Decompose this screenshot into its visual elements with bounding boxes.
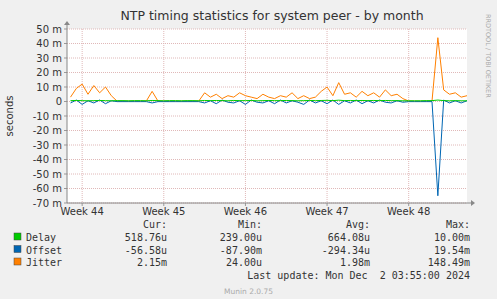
x-grid-line [327, 29, 328, 203]
y-grid-line [67, 58, 467, 59]
x-axis-arrow [471, 200, 475, 206]
legend-swatch [14, 246, 21, 253]
legend-stat: 10.00m [434, 232, 470, 243]
series-line [71, 100, 468, 102]
legend-stat: -87.90m [220, 245, 262, 256]
x-tick-label: Week 47 [305, 206, 348, 217]
legend-stat: 1.98m [340, 257, 370, 268]
y-tick-label: -50 m [33, 169, 62, 180]
y-tick-label: 40 m [36, 38, 62, 49]
legend-header: Avg: [346, 219, 370, 230]
x-tick-label: Week 45 [142, 206, 185, 217]
title: NTP timing statistics for system peer - … [120, 8, 423, 23]
watermark: RRDTOOL / TOBI OETIKER [484, 14, 492, 98]
legend-stat: 2.15m [137, 257, 167, 268]
legend-stat: 19.54m [434, 245, 470, 256]
y-grid-line [67, 174, 467, 175]
credits: Munin 2.0.75 [224, 287, 273, 296]
y-tick-label: 30 m [36, 53, 62, 64]
legend-stat: -294.34u [322, 245, 370, 256]
y-grid-line [67, 188, 467, 189]
x-grid-line [163, 29, 164, 203]
y-tick-label: -30 m [33, 140, 62, 151]
y-axis-label: seconds [4, 96, 15, 137]
x-grid-line [245, 29, 246, 203]
y-tick-label: -40 m [33, 154, 62, 165]
legend-stat: 664.08u [328, 232, 370, 243]
y-tick-label: 50 m [36, 24, 62, 35]
legend-stat: 518.76u [125, 232, 167, 243]
y-tick-label: -20 m [33, 125, 62, 136]
legend-stat: 24.00u [226, 257, 262, 268]
legend-swatch [14, 233, 21, 240]
series-group [71, 38, 468, 196]
legend-header: Cur: [143, 219, 167, 230]
series-line [71, 100, 468, 196]
chart: NTP timing statistics for system peer - … [0, 0, 497, 299]
y-grid-line [67, 159, 467, 160]
y-tick-label: 20 m [36, 67, 62, 78]
y-grid-line [67, 43, 467, 44]
y-tick-label: -60 m [33, 183, 62, 194]
y-tick-label: 0 [56, 96, 62, 107]
y-grid-line [67, 145, 467, 146]
background [0, 0, 497, 299]
legend-label: Offset [26, 245, 62, 256]
y-tick-label: 10 m [36, 82, 62, 93]
x-tick-label: Week 44 [61, 206, 104, 217]
legend-label: Jitter [26, 257, 62, 268]
x-tick-label: Week 48 [387, 206, 430, 217]
y-grid-line [67, 87, 467, 88]
x-grid-line [82, 29, 83, 203]
plot-area [67, 29, 467, 203]
series-line [71, 38, 468, 102]
legend-stat: 148.49m [428, 257, 470, 268]
y-tick-label: -70 m [33, 198, 62, 209]
y-grid-line [67, 130, 467, 131]
y-axis-arrow [64, 21, 70, 25]
legend-header: Max: [446, 219, 470, 230]
legend-stat: -56.58u [125, 245, 167, 256]
legend-header: Min: [238, 219, 262, 230]
legend-label: Delay [26, 232, 56, 243]
x-grid-line [408, 29, 409, 203]
x-tick-label: Week 46 [224, 206, 267, 217]
x-axis [67, 203, 471, 204]
last-update: Last update: Mon Dec 2 03:55:00 2024 [247, 270, 470, 281]
y-tick-label: -10 m [33, 111, 62, 122]
legend-swatch [14, 258, 21, 265]
y-grid-line [67, 72, 467, 73]
legend-stat: 239.00u [220, 232, 262, 243]
y-grid-line [67, 116, 467, 117]
y-grid-line [67, 29, 467, 30]
y-axis [67, 25, 68, 203]
